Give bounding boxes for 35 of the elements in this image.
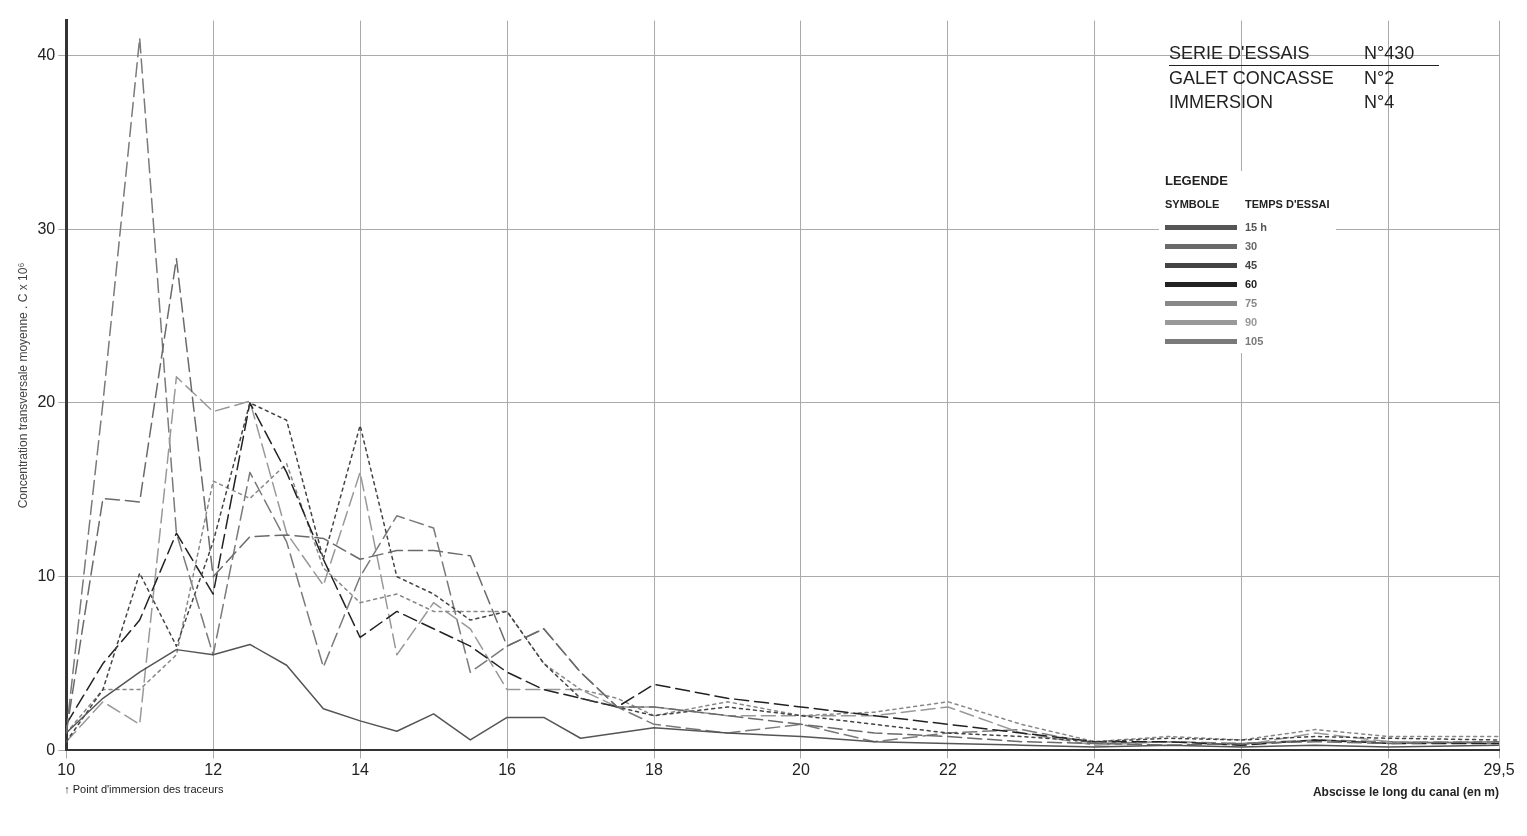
y-tick-label: 40 (37, 45, 56, 63)
x-tick-label: 29,5 (1483, 761, 1515, 779)
text: 15 h (1245, 221, 1268, 234)
x-tick-label: 28 (1379, 761, 1398, 779)
y-tick-label: 30 (37, 219, 56, 237)
text: 60 (1245, 278, 1258, 291)
x-tick-label: 24 (1085, 761, 1104, 779)
x-tick-label: 20 (792, 761, 810, 779)
text: 45 (1245, 259, 1258, 272)
text: 105 (1245, 335, 1264, 348)
y-tick-label: 20 (37, 393, 56, 411)
x-tick-label: 10 (57, 761, 76, 779)
x-tick-label: 14 (351, 761, 370, 779)
y-tick-label: 0 (46, 740, 56, 758)
annotation: N°2 (1364, 66, 1395, 90)
x-tick-label: 16 (498, 761, 517, 779)
x-tick-label: 12 (204, 761, 223, 779)
x-axis-title: Abscisse le long du canal (en m) (1312, 785, 1499, 800)
text: ↑ Point d'immersion des traceurs (64, 783, 224, 796)
annotation: N°4 (1364, 90, 1395, 114)
annotation: N°430 (1364, 41, 1415, 65)
x-tick-label: 18 (645, 761, 664, 779)
x-tick-label: 22 (939, 761, 957, 779)
annotation: SERIE D'ESSAIS (1169, 41, 1311, 65)
legend-title: LEGENDE (1165, 172, 1229, 188)
text: 90 (1245, 316, 1258, 329)
annotation: GALET CONCASSE (1169, 66, 1335, 90)
annotation: SYMBOLE (1165, 197, 1221, 210)
annotation: TEMPS D'ESSAI (1245, 197, 1330, 210)
y-tick-label: 10 (37, 567, 56, 585)
y-axis-title: Concentration transversale moyenne . C x 10⁶ (15, 262, 30, 509)
text: 75 (1245, 297, 1258, 310)
annotation: IMMERSION (1169, 90, 1274, 114)
x-tick-label: 26 (1232, 761, 1251, 779)
text: 30 (1245, 240, 1258, 253)
